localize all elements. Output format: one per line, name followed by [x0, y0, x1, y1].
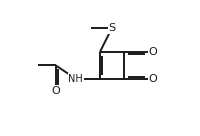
Text: O: O	[51, 86, 60, 96]
Text: S: S	[109, 23, 116, 33]
Text: O: O	[148, 47, 157, 57]
Text: NH: NH	[68, 74, 83, 84]
Text: O: O	[148, 74, 157, 84]
